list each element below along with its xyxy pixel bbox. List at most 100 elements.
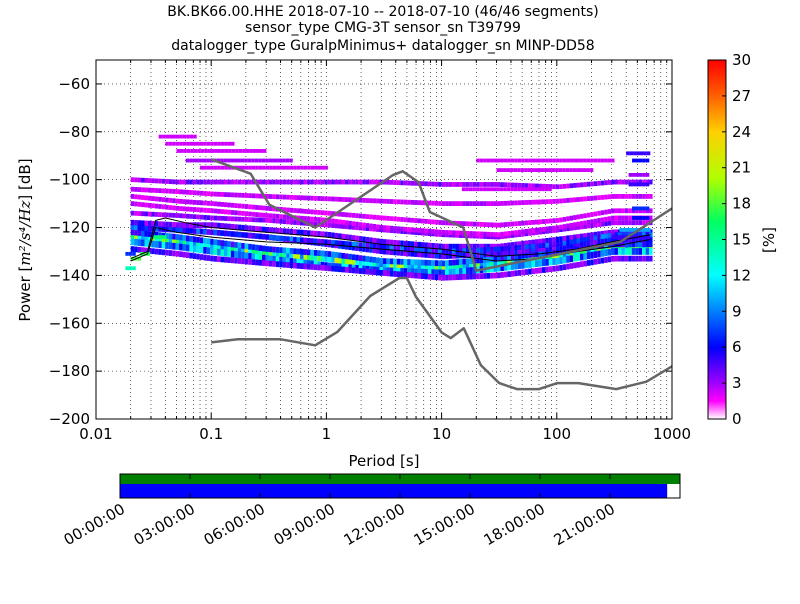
psd-cell <box>248 211 252 217</box>
psd-cell <box>455 243 459 250</box>
psd-cell <box>147 231 152 237</box>
psd-cell <box>379 244 383 249</box>
psd-cell <box>569 225 574 231</box>
psd-cell <box>517 262 522 270</box>
psd-cell <box>331 223 335 228</box>
psd-cell <box>541 158 546 163</box>
psd-cell <box>410 263 415 271</box>
psd-cell <box>555 184 560 190</box>
psd-cell <box>185 244 190 252</box>
psd-cell <box>535 199 539 205</box>
psd-cell <box>175 141 180 146</box>
psd-cell <box>496 168 501 173</box>
psd-cell <box>296 165 301 170</box>
psd-cell <box>638 248 643 255</box>
psd-cell <box>203 179 207 185</box>
psd-cell <box>132 266 136 271</box>
psd-cell <box>537 187 542 192</box>
psd-cell <box>462 274 466 280</box>
psd-cell <box>376 261 380 269</box>
psd-cell <box>369 256 373 263</box>
psd-cell <box>379 257 383 264</box>
psd-cell <box>386 225 390 231</box>
psd-cell <box>396 240 401 246</box>
psd-cell <box>206 215 211 221</box>
psd-cell <box>172 222 176 228</box>
psd-cell <box>486 260 491 268</box>
psd-cell <box>465 243 470 250</box>
psd-cell <box>199 254 204 260</box>
psd-cell <box>179 149 184 153</box>
psd-cell <box>393 262 397 270</box>
psd-cell <box>206 158 210 163</box>
psd-cell <box>268 246 273 253</box>
psd-cell <box>486 222 491 228</box>
psd-heatmap <box>125 134 653 281</box>
psd-cell <box>241 252 245 259</box>
psd-cell <box>320 165 325 170</box>
psd-cell <box>624 248 629 255</box>
psd-cell <box>579 221 584 226</box>
psd-cell <box>638 206 643 211</box>
psd-cell <box>141 220 145 227</box>
psd-cell <box>362 236 366 243</box>
psd-cell <box>528 244 532 249</box>
psd-cell <box>445 269 449 277</box>
psd-cell <box>517 221 522 226</box>
psd-cell <box>199 141 204 146</box>
psd-cell <box>649 255 653 262</box>
psd-cell <box>617 215 622 221</box>
psd-cell <box>407 180 411 186</box>
psd-cell <box>629 151 634 156</box>
psd-cell <box>403 246 408 251</box>
psd-cell <box>407 227 411 232</box>
psd-cell <box>365 256 370 262</box>
psd-cell <box>244 225 249 231</box>
psd-cell <box>632 158 636 163</box>
psd-cell <box>438 248 442 254</box>
psd-cell <box>196 241 200 248</box>
psd-cell <box>351 241 356 247</box>
psd-cell <box>566 183 570 189</box>
psd-cell <box>382 244 387 250</box>
psd-cell <box>268 260 273 267</box>
psd-cell <box>255 165 259 170</box>
psd-cell <box>611 248 615 255</box>
psd-cell <box>649 215 653 221</box>
psd-cell <box>486 158 491 163</box>
psd-cell <box>289 194 294 200</box>
psd-cell <box>476 201 480 206</box>
psd-cell <box>165 204 169 210</box>
psd-cell <box>503 242 508 249</box>
psd-cell <box>389 258 394 265</box>
psd-cell <box>296 252 301 260</box>
psd-cell <box>649 232 653 238</box>
psd-cell <box>275 194 280 200</box>
psd-cell <box>562 224 567 229</box>
psd-cell <box>638 241 643 248</box>
psd-cell <box>503 271 508 278</box>
psd-cell <box>535 243 539 249</box>
psd-cell <box>192 179 197 185</box>
psd-cell <box>638 216 643 220</box>
psd-cell <box>497 232 501 238</box>
psd-cell <box>210 238 214 245</box>
psd-cell <box>631 255 636 262</box>
psd-cell <box>579 158 584 163</box>
psd-cell <box>541 243 546 248</box>
psd-cell <box>144 195 148 201</box>
psd-cell <box>382 262 387 270</box>
psd-cell <box>479 158 484 163</box>
colorbar-label: [%] <box>760 227 778 253</box>
psd-cell <box>196 200 200 205</box>
psd-cell <box>203 222 207 229</box>
psd-cell <box>483 201 487 206</box>
psd-cell <box>151 196 155 201</box>
psd-cell <box>600 257 605 264</box>
psd-cell <box>137 187 142 192</box>
x-axis-ticks: 0.01 0.1 1 10 100 1000 <box>79 60 691 443</box>
psd-cell <box>341 240 345 246</box>
psd-cell <box>310 209 314 215</box>
psd-cell <box>583 233 587 239</box>
psd-cell <box>514 241 518 248</box>
